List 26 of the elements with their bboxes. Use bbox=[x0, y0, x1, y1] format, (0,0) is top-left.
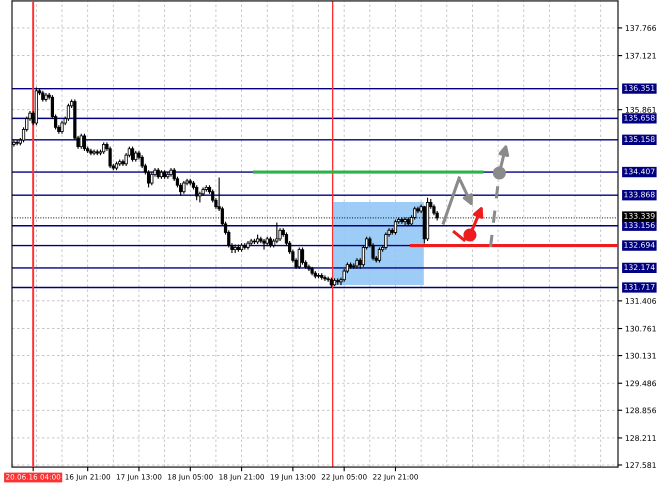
candlestick bbox=[156, 168, 160, 180]
candlestick bbox=[256, 234, 260, 245]
candlestick bbox=[108, 146, 112, 169]
candlestick bbox=[268, 236, 272, 248]
candlestick bbox=[80, 133, 83, 150]
candlestick bbox=[336, 278, 340, 286]
candlestick bbox=[355, 258, 359, 270]
candlestick bbox=[198, 191, 202, 203]
candlestick bbox=[41, 90, 44, 102]
candlestick bbox=[330, 276, 333, 288]
candlestick bbox=[60, 120, 64, 134]
candlestick bbox=[130, 146, 134, 162]
candlestick bbox=[82, 133, 86, 152]
candlestick bbox=[300, 246, 304, 266]
candlestick bbox=[298, 246, 301, 270]
candlestick bbox=[275, 222, 278, 244]
candlestick bbox=[262, 238, 266, 250]
candlestick bbox=[66, 103, 70, 122]
candlestick bbox=[102, 142, 106, 154]
candlestick bbox=[134, 150, 138, 162]
candlestick bbox=[384, 232, 388, 250]
candlestick bbox=[394, 219, 398, 236]
candlestick bbox=[195, 184, 198, 201]
candlestick bbox=[378, 246, 382, 264]
candlestick bbox=[150, 172, 154, 186]
candlestick bbox=[182, 180, 186, 194]
